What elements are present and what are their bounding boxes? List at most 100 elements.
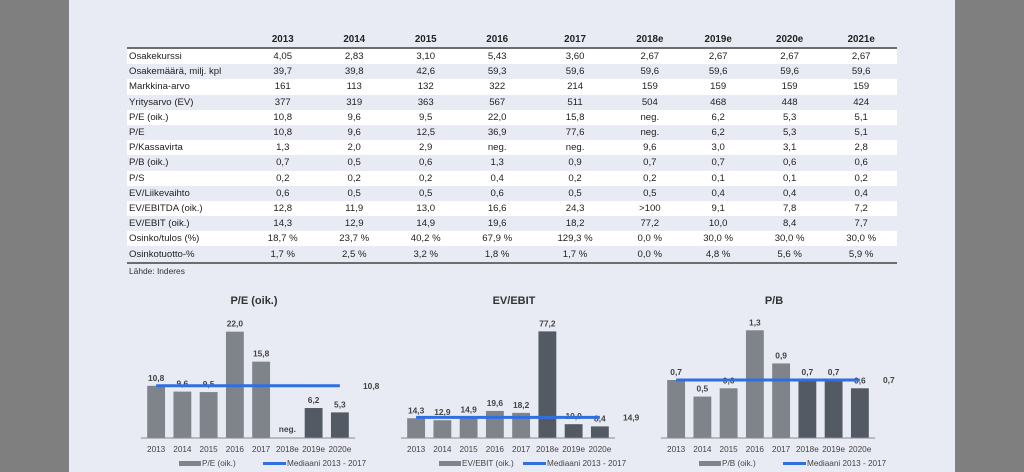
bar: [252, 361, 271, 438]
table-cell: 30,0 %: [753, 231, 826, 247]
table-cell: 3,10: [389, 48, 462, 65]
table-cell: 9,1: [682, 200, 754, 217]
table-cell: 42,6: [416, 66, 436, 78]
table-cell: 13,0: [389, 200, 462, 217]
bar: [485, 410, 504, 438]
table-cell: 0,6: [490, 187, 504, 199]
x-tick-label: 2015: [200, 445, 219, 454]
table-row: P/E 10,8 9,6 12,5 36,9 77,6 neg. 6,2 5,3 5,1: [127, 125, 897, 140]
bar: [512, 412, 531, 438]
table-cell: 0,6: [854, 157, 868, 169]
legend-line-label: Mediaani 2013 - 2017: [547, 459, 627, 468]
report-page: 2013 2014 2015 2016 2017 2018e 2019e 2020e 2021e…: [69, 0, 955, 472]
column-header-label: [127, 31, 247, 49]
table-row: Osinkotuotto-% 1,7 % 2,5 % 3,2 % 1,8 % 1,7 % 0…: [127, 246, 897, 264]
table-cell: 0,6: [419, 157, 433, 169]
column-header-year: 2015: [389, 31, 462, 49]
x-tick-label: 2019e: [302, 445, 325, 454]
data-label: 18,2: [513, 400, 530, 410]
table-cell: 377: [274, 96, 291, 108]
data-label: 15,8: [253, 349, 270, 359]
chart-ev-ebit: EV/EBIT 14,3 2013 12,9 2014 14,9 2015 19,6 2016 1…: [391, 290, 653, 472]
x-tick-label: 2015: [460, 445, 479, 454]
table-cell: 0,9: [568, 157, 582, 169]
table-cell: 0,4: [461, 170, 533, 186]
column-header-year: 2014: [318, 31, 390, 49]
table-cell: 511: [567, 96, 583, 108]
row-label: EV/Liikevaihto: [129, 187, 190, 199]
table-cell: 0,1: [753, 170, 826, 186]
table-cell: 14,3: [273, 218, 293, 230]
table-cell: 30,0 %: [825, 231, 897, 247]
legend-line-label: Mediaani 2013 - 2017: [807, 459, 887, 468]
legend-bar-label: P/E (oik.): [202, 459, 236, 468]
table-cell: neg.: [640, 127, 660, 139]
table-cell: 67,9 %: [461, 231, 533, 247]
data-label: 0,5: [697, 384, 709, 394]
row-label: P/E (oik.): [127, 109, 247, 125]
table-cell: 5,6 %: [753, 246, 826, 264]
table-row: P/E (oik.) 10,8 9,6 9,5 22,0 15,8 neg. 6,2 5,3 5,…: [127, 109, 897, 125]
x-tick-label: 2015: [720, 445, 739, 454]
table-cell: 159: [753, 79, 826, 95]
table-cell: 5,1: [825, 109, 897, 125]
table-cell: 12,5: [416, 127, 436, 139]
median-label: 14,9: [623, 412, 640, 422]
table-cell: 0,1: [682, 170, 754, 186]
table-row: P/S 0,2 0,2 0,2 0,4 0,2 0,2 0,1 0,1 0,2: [127, 170, 897, 186]
table-cell: 0,2: [617, 170, 683, 186]
table-cell: 59,6: [780, 66, 799, 78]
data-label: 77,2: [539, 318, 556, 328]
table-cell: 5,43: [461, 48, 533, 65]
table-cell: 5,1: [854, 127, 868, 139]
data-label: 0,6: [854, 375, 866, 385]
row-label: P/S: [127, 170, 247, 186]
table-cell: 2,5 %: [318, 246, 390, 264]
table-cell: 22,0: [461, 109, 533, 125]
table-cell: 567: [489, 96, 506, 108]
table-cell: 424: [853, 96, 870, 108]
table-cell: 3,0: [682, 140, 754, 156]
x-tick-label: 2013: [147, 445, 166, 454]
legend-line-label: Mediaani 2013 - 2017: [287, 459, 367, 468]
bar: [590, 426, 609, 438]
row-label: EV/EBIT (oik.): [129, 218, 190, 230]
table-cell: 3,1: [753, 140, 826, 156]
table-cell: 214: [532, 79, 618, 95]
bar: [772, 363, 791, 438]
data-label: 22,0: [227, 319, 244, 329]
table-header-row: 2013 2014 2015 2016 2017 2018e 2019e 2020e 2021e: [127, 31, 897, 49]
row-label: EV/EBITDA (oik.): [127, 200, 247, 217]
table-cell: 9,6: [617, 140, 683, 156]
table-cell: neg.: [532, 140, 618, 156]
data-label: 0,7: [802, 367, 814, 377]
data-label: 8,4: [594, 413, 606, 423]
table-row: P/B (oik.) 0,7 0,5 0,6 1,3 0,9 0,7 0,7 0,6 0,6: [127, 155, 897, 170]
bar: [147, 385, 166, 438]
table-cell: 0,2: [247, 170, 319, 186]
table-cell: 15,8: [532, 109, 618, 125]
table-cell: 18,2: [565, 218, 585, 230]
table-cell: 10,8: [247, 109, 319, 125]
table-cell: 1,3: [490, 157, 504, 169]
bar: [719, 388, 738, 438]
data-label: 14,9: [460, 404, 477, 414]
table-cell: 10,0: [708, 218, 728, 230]
column-header-year: 2013: [247, 31, 319, 49]
table-cell: 18,7 %: [247, 231, 319, 247]
table-cell: 36,9: [487, 127, 507, 139]
x-tick-label: 2020e: [848, 445, 871, 454]
x-tick-label: 2016: [486, 445, 505, 454]
table-cell: 3,60: [532, 48, 618, 65]
bar: [538, 331, 557, 438]
table-cell: 2,0: [318, 140, 390, 156]
table-cell: 2,8: [825, 140, 897, 156]
table-cell: 0,2: [532, 170, 618, 186]
row-label: Osinko/tulos (%): [127, 231, 247, 247]
data-label: neg.: [279, 424, 296, 434]
chart-ev-ebit-svg: EV/EBIT 14,3 2013 12,9 2014 14,9 2015 19,6 2016 1…: [401, 295, 640, 468]
bar: [745, 330, 764, 438]
table-cell: 0,2: [825, 170, 897, 186]
table-cell: 6,2: [682, 109, 754, 125]
table-cell: 8,4: [782, 218, 797, 230]
